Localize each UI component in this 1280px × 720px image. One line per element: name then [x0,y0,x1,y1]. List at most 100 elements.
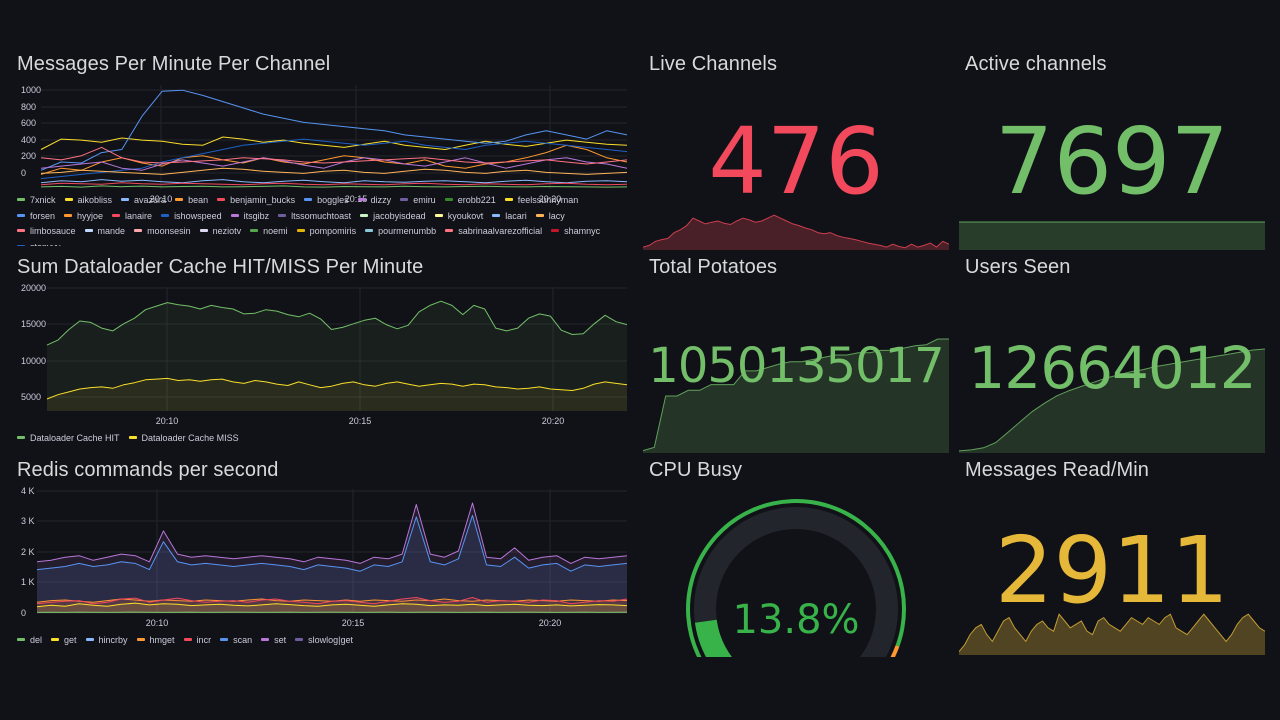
legend-item[interactable]: Dataloader Cache HIT [17,431,120,447]
legend-item[interactable]: kyoukovt [434,209,483,225]
legend-item[interactable]: pourmenumbb [365,224,436,240]
legend-item[interactable]: neziotv [199,224,242,240]
legend-item[interactable]: emiru [400,193,436,209]
legend-item[interactable]: Dataloader Cache MISS [128,431,239,447]
legend-label: del [30,635,43,645]
panel-messages-read[interactable]: Messages Read/Min 2911 [959,459,1265,659]
legend-item[interactable]: erobb221 [444,193,496,209]
legend-item[interactable]: forsen [17,209,55,225]
legend-swatch [183,638,192,642]
panel-messages-per-minute[interactable]: Messages Per Minute Per Channel 1000 800 6… [17,53,629,253]
users-seen-value: 12664012 [968,334,1256,402]
legend-item[interactable]: sabrinaalvarezofficial [445,224,542,240]
panel-title[interactable]: Messages Per Minute Per Channel [17,53,331,75]
legend-label: set [274,635,287,645]
panel-title[interactable]: Active channels [965,53,1107,75]
legend-swatch [492,213,501,217]
panel-title[interactable]: Total Potatoes [649,256,778,278]
panel-active-channels[interactable]: Active channels 7697 [959,53,1265,250]
legend-item[interactable]: hincrby [85,633,128,649]
legend-swatch [230,213,239,217]
legend-item[interactable]: pompomiris [296,224,356,240]
panel-title[interactable]: Redis commands per second [17,459,279,481]
messages-read-value: 2911 [994,517,1230,624]
panel-users-seen[interactable]: Users Seen 12664012 [959,256,1265,453]
legend-label: lacari [505,210,527,221]
live-channels-sparkline [643,214,949,250]
legend-label: stanyyy [30,242,61,247]
series-fill [47,378,627,411]
total-potatoes-sparkline [643,338,949,453]
y-tick-label: 400 [21,135,36,145]
legend-item[interactable]: avazura [121,193,166,209]
legend-swatch [128,436,137,440]
legend-item[interactable]: noemi [250,224,288,240]
legend-item[interactable]: lanaire [112,209,152,225]
legend-label: lanaire [125,210,153,221]
sparkline-area [959,349,1265,453]
panel-title[interactable]: Live Channels [649,53,778,75]
legend-item[interactable]: benjamin_bucks [217,193,295,209]
legend-item[interactable]: bean [175,193,208,209]
legend-item[interactable]: del [17,633,42,649]
legend-item[interactable]: dizzy [357,193,391,209]
legend-item[interactable]: moonsesin [134,224,191,240]
messages-per-minute-chart[interactable]: 1000 800 600 400 200 0 20:10 20:15 20:20 [17,81,629,213]
legend-item[interactable]: 7xnick [17,193,56,209]
x-tick-label: 20:20 [539,194,562,204]
legend-item[interactable]: jacobyisdead [360,209,426,225]
legend-label: get [64,635,77,645]
legend-label: mande [97,226,126,236]
cpu-gauge [686,499,906,657]
legend-item[interactable]: hmget [136,633,175,649]
legend-swatch [261,638,270,642]
x-tick-label: 20:20 [539,618,562,628]
legend-label: neziotv [212,226,242,236]
legend-item[interactable]: scan [220,633,252,649]
legend-item[interactable]: hyyjoe [64,209,103,225]
legend-swatch [64,213,73,217]
redis-chart[interactable]: 4 K 3 K 2 K 1 K 0 20:10 20:15 20:20 [17,485,629,632]
legend-swatch [85,638,94,642]
legend-item[interactable]: boggles [304,193,349,209]
legend-label: hyyjoe [77,210,104,221]
legend-item[interactable]: lacy [535,209,565,225]
legend-item[interactable]: set [261,633,286,649]
dataloader-chart[interactable]: 20000 15000 10000 5000 20:10 20:15 20:20 [17,283,629,428]
legend-swatch [64,198,73,202]
panel-title[interactable]: Sum Dataloader Cache HIT/MISS Per Minute [17,256,424,278]
legend-item[interactable]: slowlog|get [295,633,353,649]
y-tick-label: 15000 [21,319,46,329]
legend-item[interactable]: shamnyc [551,224,600,240]
legend-swatch [365,229,374,233]
legend-swatch [17,436,25,440]
legend-item[interactable]: ltssomuchtoast [278,209,351,225]
panel-redis-commands[interactable]: Redis commands per second 4 K 3 K 2 K 1 K 0 2… [17,459,629,649]
legend-item[interactable]: feelssunnyman [504,193,578,209]
panel-cpu-busy[interactable]: CPU Busy 13.8% [643,459,949,659]
series-line [40,136,628,150]
legend-label: emiru [413,195,436,205]
sparkline-area [643,215,949,250]
legend-label: scan [233,635,253,645]
legend-item[interactable]: incr [183,633,211,649]
legend-label: slowlog|get [308,635,353,645]
panel-title[interactable]: Users Seen [965,256,1071,278]
y-tick-label: 1000 [21,85,41,95]
panel-total-potatoes[interactable]: Total Potatoes 1050135017 [643,256,949,453]
legend-item[interactable]: get [51,633,77,649]
legend-item[interactable]: aikobliss [64,193,112,209]
panel-dataloader-cache[interactable]: Sum Dataloader Cache HIT/MISS Per Minute… [17,256,629,446]
legend-swatch [17,198,25,202]
panel-title[interactable]: Messages Read/Min [965,459,1150,481]
legend-item[interactable]: ishowspeed [161,209,222,225]
panel-live-channels[interactable]: Live Channels 476 [643,53,949,250]
legend-item[interactable]: itsgibz [230,209,269,225]
legend-swatch [535,213,544,217]
legend-item[interactable]: limbosauce [17,224,76,240]
panel-title[interactable]: CPU Busy [649,459,743,481]
legend-item[interactable]: lacari [492,209,527,225]
legend-item[interactable]: mande [84,224,126,240]
legend-item[interactable]: stanyyy [17,240,61,247]
legend-swatch [175,198,184,202]
